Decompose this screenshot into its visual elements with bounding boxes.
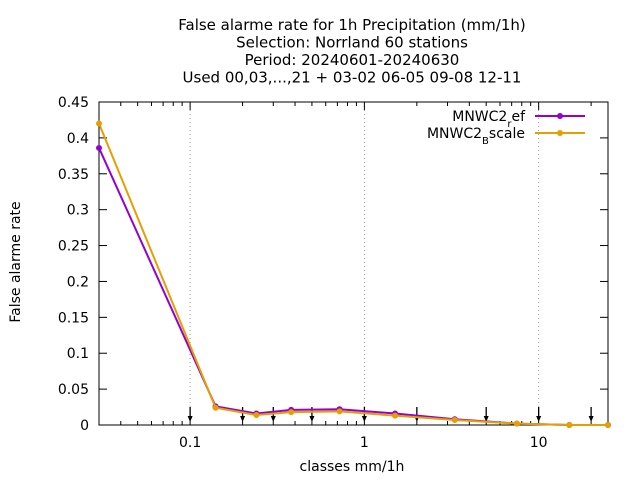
threshold-arrow-head <box>270 416 276 422</box>
y-tick-label: 0.35 <box>58 167 89 183</box>
data-point <box>513 420 520 427</box>
series-line <box>98 123 608 426</box>
data-point <box>605 422 611 428</box>
data-point <box>253 411 260 418</box>
threshold-arrow-head <box>240 416 246 422</box>
x-tick-label: 0.1 <box>179 435 201 451</box>
y-tick-label: 0 <box>80 418 89 434</box>
y-tick-label: 0.3 <box>67 203 89 219</box>
y-axis: 0 0.05 0.1 0.15 0.2 0.25 0.3 0.35 0.4 0.45 <box>58 95 608 434</box>
y-tick-label: 0.4 <box>67 131 89 147</box>
series <box>96 120 611 428</box>
legend-swatch-marker <box>557 113 563 119</box>
data-point <box>96 120 102 127</box>
data-point <box>96 144 102 151</box>
plot-frame <box>98 101 609 426</box>
series-0 <box>96 144 611 428</box>
data-point <box>392 412 399 419</box>
x-tick-label: 1 <box>360 435 369 451</box>
title-line-3: Period: 20240601-20240630 <box>245 51 460 69</box>
y-tick-label: 0.05 <box>58 382 89 398</box>
threshold-arrow-head <box>483 416 489 422</box>
y-tick-label: 0.1 <box>67 346 89 362</box>
data-point <box>451 416 458 423</box>
x-axis-label: classes mm/1h <box>300 459 405 475</box>
data-point <box>288 409 295 416</box>
threshold-arrow-head <box>309 416 315 422</box>
title-line-4: Used 00,03,...,21 + 03-02 06-05 09-08 12… <box>183 69 522 87</box>
legend-swatch-marker <box>557 130 563 136</box>
y-tick-label: 0.25 <box>58 239 89 255</box>
legend-label: MNWC2Bscale <box>427 126 525 147</box>
y-tick-label: 0.45 <box>58 95 89 111</box>
title-line-2: Selection: Norrland 60 stations <box>236 34 468 52</box>
legend-label: MNWC2ref <box>452 109 526 130</box>
x-axis: 0.1 1 10 <box>98 102 592 451</box>
x-tick-label: 10 <box>530 435 548 451</box>
data-point <box>336 408 343 415</box>
series-line <box>98 147 608 426</box>
y-tick-label: 0.2 <box>67 274 89 290</box>
y-axis-label: False alarme rate <box>8 201 24 322</box>
data-point <box>212 404 219 411</box>
data-point <box>566 422 573 428</box>
title-line-1: False alarme rate for 1h Precipitation (… <box>178 16 526 34</box>
grid <box>189 102 540 425</box>
series-1 <box>96 120 611 428</box>
chart-title: False alarme rate for 1h Precipitation (… <box>178 16 526 87</box>
y-tick-label: 0.15 <box>58 310 89 326</box>
threshold-arrow-head <box>588 416 594 422</box>
threshold-markers <box>187 407 594 422</box>
